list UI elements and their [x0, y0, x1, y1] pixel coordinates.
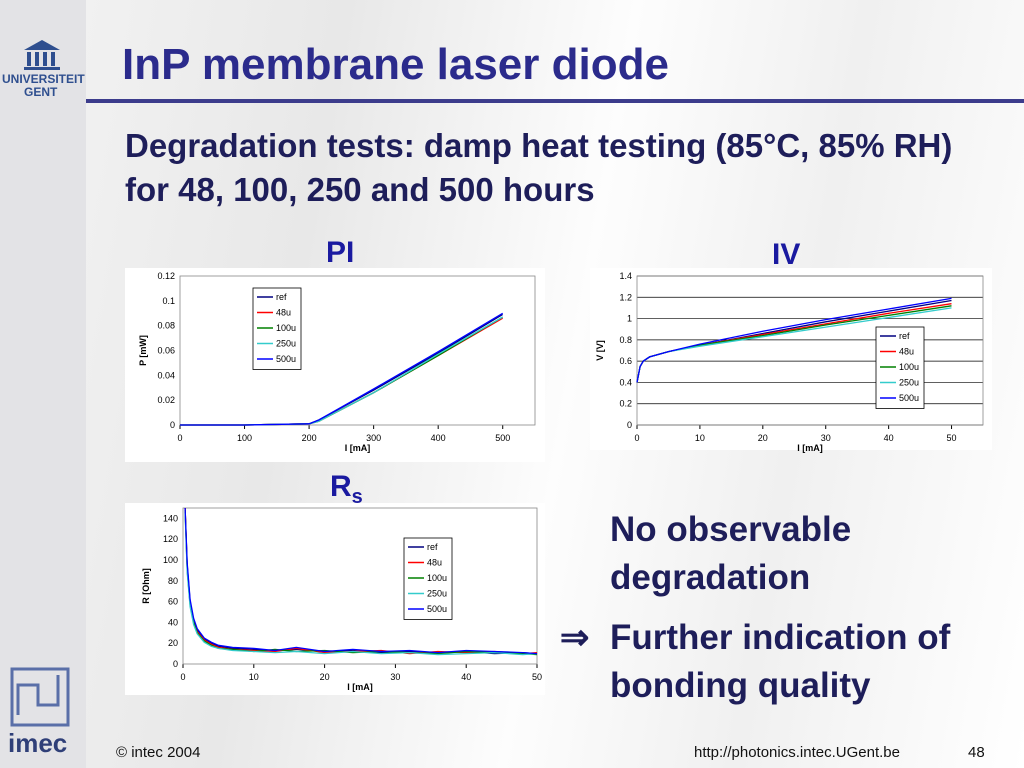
x-tick-label: 20: [320, 672, 330, 682]
legend-label: 48u: [276, 308, 291, 318]
bullet-arrow: ⇒: [560, 618, 590, 657]
series-line: [184, 513, 538, 656]
y-tick-label: 0.8: [619, 335, 632, 345]
y-tick-label: 80: [168, 576, 178, 586]
x-tick-label: 50: [947, 433, 957, 443]
y-axis-label: V [V]: [595, 340, 605, 361]
y-axis-label: R [Ohm]: [141, 568, 151, 604]
x-tick-label: 100: [237, 433, 252, 443]
legend-label: ref: [276, 292, 287, 302]
x-axis-label: I [mA]: [797, 443, 823, 453]
legend-label: 48u: [899, 347, 914, 357]
chart-panel: [125, 503, 545, 695]
chart-title-subscript: s: [351, 486, 363, 508]
legend-label: ref: [427, 542, 438, 552]
title-rule: [86, 99, 1024, 103]
legend-label: 48u: [427, 558, 442, 568]
university-name: UNIVERSITEIT: [2, 72, 85, 86]
y-tick-label: 0.02: [157, 395, 175, 405]
y-tick-label: 0: [170, 420, 175, 430]
y-tick-label: 0.12: [157, 271, 175, 281]
y-axis-label: P [mW]: [138, 335, 148, 366]
plot-frame: [182, 507, 538, 665]
x-tick-label: 200: [302, 433, 317, 443]
y-tick-label: 1: [627, 314, 632, 324]
y-tick-label: 40: [168, 617, 178, 627]
y-tick-label: 0.08: [157, 321, 175, 331]
slide-subtitle: Degradation tests: damp heat testing (85…: [125, 127, 953, 208]
legend-label: 100u: [427, 573, 447, 583]
x-tick-label: 0: [634, 433, 639, 443]
page-number: 48: [968, 744, 985, 761]
series-line: [184, 507, 538, 655]
y-tick-label: 0.06: [157, 346, 175, 356]
y-tick-label: 0.04: [157, 370, 175, 380]
x-tick-label: 50: [532, 672, 542, 682]
chart-panel: [590, 268, 992, 450]
legend-label: 250u: [427, 589, 447, 599]
x-tick-label: 30: [821, 433, 831, 443]
legend-label: 100u: [276, 323, 296, 333]
imec-logo-icon: [10, 667, 70, 727]
x-tick-label: 40: [461, 672, 471, 682]
chart-panel: [125, 268, 545, 462]
y-tick-label: 140: [163, 513, 178, 523]
x-tick-label: 0: [180, 672, 185, 682]
slide-title: InP membrane laser diode: [122, 40, 669, 89]
bullet-text: Further indication of bonding quality: [610, 618, 951, 705]
y-tick-label: 0: [173, 659, 178, 669]
y-tick-label: 1.2: [619, 292, 632, 302]
y-tick-label: 60: [168, 597, 178, 607]
chart-title: Rs: [330, 470, 363, 509]
x-tick-label: 500: [495, 433, 510, 443]
series-line: [636, 297, 952, 383]
x-axis-label: I [mA]: [345, 443, 371, 453]
legend-label: 500u: [899, 393, 919, 403]
y-tick-label: 0.2: [619, 399, 632, 409]
legend-label: 500u: [276, 354, 296, 364]
x-tick-label: 30: [390, 672, 400, 682]
y-tick-label: 0.6: [619, 356, 632, 366]
imec-logo: imec: [8, 728, 68, 758]
university-logo-icon: [24, 40, 60, 70]
x-tick-label: 400: [431, 433, 446, 443]
legend-label: 100u: [899, 362, 919, 372]
x-tick-label: 40: [884, 433, 894, 443]
x-tick-label: 20: [758, 433, 768, 443]
y-tick-label: 100: [163, 555, 178, 565]
series-line: [180, 312, 504, 426]
x-tick-label: 10: [695, 433, 705, 443]
x-tick-label: 10: [249, 672, 259, 682]
y-tick-label: 0: [627, 420, 632, 430]
university-city: GENT: [24, 85, 58, 99]
plot-frame: [636, 275, 984, 426]
plot-frame: [179, 275, 536, 426]
footer-url: http://photonics.intec.UGent.be: [694, 744, 900, 761]
legend-label: 250u: [899, 378, 919, 388]
chart-title: IV: [772, 238, 801, 271]
bullet-text: No observable degradation: [610, 510, 852, 597]
y-tick-label: 1.4: [619, 271, 632, 281]
chart-title: PI: [326, 236, 355, 269]
legend-label: ref: [899, 331, 910, 341]
y-tick-label: 120: [163, 534, 178, 544]
chart-title-main: R: [330, 470, 352, 503]
y-tick-label: 0.1: [162, 296, 175, 306]
sidebar: [0, 0, 86, 768]
x-axis-label: I [mA]: [347, 682, 373, 692]
legend-label: 250u: [276, 339, 296, 349]
y-tick-label: 0.4: [619, 377, 632, 387]
footer-copyright: © intec 2004: [116, 744, 201, 761]
legend-label: 500u: [427, 604, 447, 614]
y-tick-label: 20: [168, 638, 178, 648]
x-tick-label: 0: [177, 433, 182, 443]
x-tick-label: 300: [366, 433, 381, 443]
